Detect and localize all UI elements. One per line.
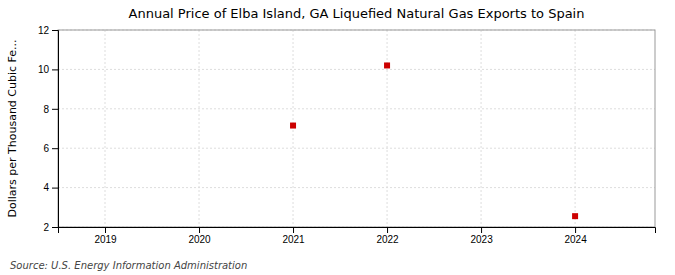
points <box>290 62 578 219</box>
x-tick-label: 2024 <box>564 234 587 245</box>
y-tick-label: 2 <box>43 222 49 233</box>
x-tick: 2022 <box>376 227 399 245</box>
x-axis-line <box>59 228 656 234</box>
x-tick-label: 2020 <box>188 234 211 245</box>
y-axis-title: Dollars per Thousand Cubic Fe... <box>6 39 19 217</box>
grid-line-x <box>199 30 200 227</box>
y-axis-line <box>52 31 59 228</box>
y-tick-label: 4 <box>43 182 49 193</box>
y-axis: 2 4 6 8 10 12 <box>38 25 59 233</box>
grid <box>58 30 655 227</box>
x-tick-mark <box>293 227 294 233</box>
grid-line-y <box>58 187 655 188</box>
x-tick-label: 2023 <box>470 234 493 245</box>
source-note: Source: U.S. Energy Information Administ… <box>10 260 247 271</box>
x-tick-mark <box>199 227 200 233</box>
grid-line-x <box>105 30 106 227</box>
chart: 2019 2020 2021 2022 2023 2024 2 4 6 8 10 12 Annual P… <box>0 0 675 275</box>
x-tick: 2020 <box>188 227 211 245</box>
point <box>384 62 390 68</box>
x-tick-mark <box>105 227 106 233</box>
y-tick-mark <box>52 109 58 110</box>
x-tick-mark <box>387 227 388 233</box>
y-tick-mark <box>52 69 58 70</box>
y-tick: 10 <box>38 64 58 75</box>
y-tick-label: 10 <box>38 64 50 75</box>
x-tick: 2024 <box>564 227 587 245</box>
x-tick-label: 2021 <box>282 234 305 245</box>
y-tick: 4 <box>43 182 58 193</box>
y-tick-label: 12 <box>38 25 50 36</box>
point <box>572 213 578 219</box>
x-tick-label: 2019 <box>94 234 117 245</box>
y-tick-mark <box>52 30 58 31</box>
x-tick: 2023 <box>470 227 493 245</box>
grid-line-x <box>387 30 388 227</box>
title: Annual Price of Elba Island, GA Liquefie… <box>129 6 585 21</box>
y-tick: 8 <box>43 104 58 115</box>
grid-line-y <box>58 108 655 109</box>
y-tick: 2 <box>43 222 58 233</box>
grid-line-y <box>58 69 655 70</box>
x-tick: 2021 <box>282 227 305 245</box>
plot-frame <box>58 30 655 227</box>
x-axis: 2019 2020 2021 2022 2023 2024 <box>59 227 656 245</box>
y-tick-label: 8 <box>43 104 49 115</box>
y-tick-mark <box>52 227 58 228</box>
point <box>290 123 296 129</box>
y-tick-mark <box>52 188 58 189</box>
x-tick: 2019 <box>94 227 117 245</box>
x-tick-mark <box>481 227 482 233</box>
x-tick-mark <box>575 227 576 233</box>
grid-line-x <box>575 30 576 227</box>
x-tick-label: 2022 <box>376 234 399 245</box>
y-tick-label: 6 <box>43 143 49 154</box>
y-tick: 12 <box>38 25 58 36</box>
y-tick-mark <box>52 148 58 149</box>
grid-line-y <box>58 148 655 149</box>
y-tick: 6 <box>43 143 58 154</box>
grid-line-x <box>481 30 482 227</box>
plot: 2019 2020 2021 2022 2023 2024 2 4 6 8 10 12 <box>38 25 656 245</box>
